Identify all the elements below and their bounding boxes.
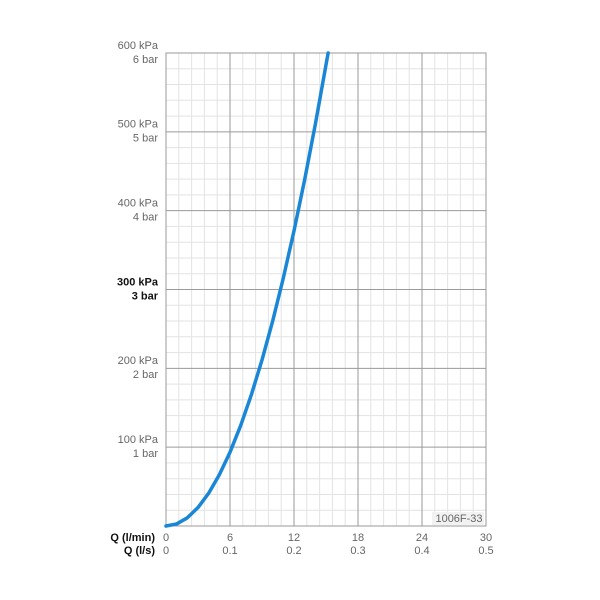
- y-tick-label: 400 kPa: [118, 198, 159, 210]
- y2-tick-label: 1 bar: [133, 448, 158, 460]
- x-tick-label: 12: [288, 532, 300, 544]
- grid: [165, 52, 487, 527]
- x2-tick-label: 0: [163, 545, 169, 557]
- x2-tick-label: 0.1: [222, 545, 237, 557]
- x-tick-label: 18: [352, 532, 364, 544]
- x2-tick-label: 0.3: [350, 545, 365, 557]
- x2-axis-label: Q (l/s): [124, 545, 156, 557]
- x2-tick-label: 0.2: [286, 545, 301, 557]
- x-tick-label: 0: [163, 532, 169, 544]
- x-axis-label: Q (l/min): [110, 532, 155, 544]
- y-tick-label: 600 kPa: [118, 40, 159, 52]
- y-tick-label: 100 kPa: [118, 434, 159, 446]
- x2-tick-label: 0.4: [414, 545, 429, 557]
- x-tick-label: 6: [227, 532, 233, 544]
- annotation: 1006F-33: [435, 513, 482, 525]
- y2-tick-label: 5 bar: [133, 133, 158, 145]
- y-tick-label: 200 kPa: [118, 355, 159, 367]
- plot: 0 6 12 18 24 30 0 0.1 0.2 0.3 0.4 0.5 100 kPa 200 kPa…: [117, 40, 494, 557]
- y2-tick-label: 3 bar: [132, 290, 159, 302]
- y-tick-label: 300 kPa: [117, 276, 159, 288]
- y2-tick-label: 2 bar: [133, 369, 158, 381]
- curve: [164, 51, 330, 528]
- y2-tick-label: 4 bar: [133, 212, 158, 224]
- plot-frame: [165, 52, 487, 527]
- x-tick-label: 30: [480, 532, 492, 544]
- annotation-box: [432, 512, 484, 525]
- x2-tick-label: 0.5: [478, 545, 493, 557]
- y2-tick-label: 6 bar: [133, 54, 158, 66]
- y-tick-label: 500 kPa: [118, 119, 159, 131]
- x-tick-label: 24: [416, 532, 428, 544]
